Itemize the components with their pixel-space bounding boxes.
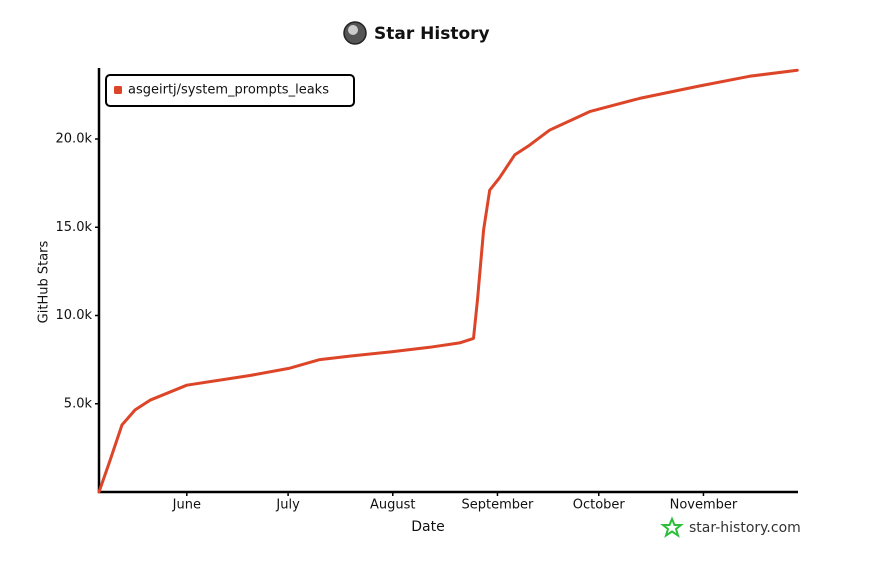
avatar-face bbox=[348, 25, 358, 35]
y-tick-label: 15.0k bbox=[56, 220, 93, 235]
x-tick-label: August bbox=[370, 498, 416, 513]
x-axis-label: Date bbox=[411, 519, 444, 535]
x-tick-label: October bbox=[573, 498, 626, 513]
x-tick-label: June bbox=[172, 498, 201, 513]
x-tick-label: November bbox=[670, 498, 738, 513]
watermark-logo bbox=[660, 516, 684, 538]
chart-title: Star History bbox=[374, 24, 490, 44]
legend-label: asgeirtj/system_prompts_leaks bbox=[128, 83, 329, 98]
y-axis-label: GitHub Stars bbox=[37, 240, 52, 323]
y-tick-label: 20.0k bbox=[56, 132, 93, 147]
x-tick-label: July bbox=[275, 498, 300, 513]
legend-box bbox=[105, 74, 355, 107]
watermark: star-history.com bbox=[689, 520, 801, 536]
line bbox=[97, 68, 799, 494]
x-tick-label: September bbox=[462, 498, 535, 513]
legend-swatch bbox=[114, 86, 122, 94]
y-tick-label: 10.0k bbox=[56, 308, 93, 323]
y-tick-label: 5.0k bbox=[64, 396, 93, 411]
